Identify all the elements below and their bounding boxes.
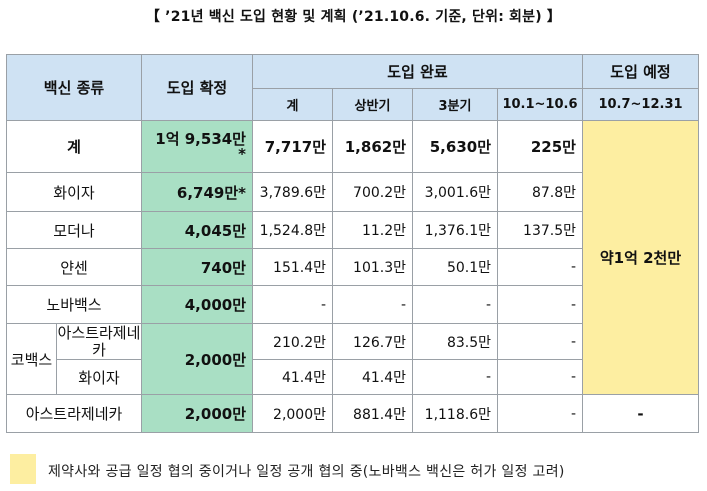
- covax-pf-oct: -: [497, 359, 583, 395]
- novavax-q3: -: [412, 285, 498, 324]
- header-sub-h1: 상반기: [332, 88, 413, 121]
- novavax-oct: -: [497, 285, 583, 324]
- row-name-pfizer: 화이자: [6, 172, 142, 212]
- astrazeneca-total: 2,000만: [252, 394, 333, 433]
- header-planned: 도입 예정: [582, 54, 699, 89]
- pfizer-oct: 87.8만: [497, 172, 583, 212]
- row-name-covax-pfizer: 화이자: [56, 359, 142, 395]
- pfizer-total: 3,789.6만: [252, 172, 333, 212]
- table-row-astrazeneca: 아스트라제네카 2,000만 2,000만 881.4만 1,118.6만 - …: [6, 394, 699, 433]
- row-name-total: 계: [6, 120, 142, 173]
- novavax-total: -: [252, 285, 333, 324]
- covax-az-oct: -: [497, 323, 583, 360]
- moderna-h1: 11.2만: [332, 211, 413, 249]
- janssen-q3: 50.1만: [412, 248, 498, 286]
- total-sum: 7,717만: [252, 120, 333, 173]
- header-sub-planned: 10.7~12.31: [582, 88, 699, 121]
- header-sub-q3: 3분기: [412, 88, 498, 121]
- header-completed: 도입 완료: [252, 54, 583, 89]
- row-name-moderna: 모더나: [6, 211, 142, 249]
- table-row-covax-az: 코백스 아스트라제네카 2,000만 210.2만 126.7만 83.5만 -: [6, 323, 699, 395]
- novavax-h1: -: [332, 285, 413, 324]
- header-row-2: 계 상반기 3분기 10.1~10.6 10.7~12.31: [7, 88, 699, 121]
- covax-pf-h1: 41.4만: [332, 359, 413, 395]
- confirmed-total-note: *: [238, 144, 246, 163]
- astrazeneca-q3: 1,118.6만: [412, 394, 498, 433]
- confirmed-total-value: 1억 9,534만: [155, 129, 246, 148]
- confirmed-novavax: 4,000만: [141, 285, 253, 324]
- pfizer-q3: 3,001.6만: [412, 172, 498, 212]
- confirmed-pfizer: 6,749만*: [141, 172, 253, 212]
- confirmed-astrazeneca: 2,000만: [141, 394, 253, 433]
- janssen-oct: -: [497, 248, 583, 286]
- covax-az-total: 210.2만: [252, 323, 333, 360]
- row-name-janssen: 얀센: [6, 248, 142, 286]
- astrazeneca-oct: -: [497, 394, 583, 433]
- header-sub-total: 계: [252, 88, 333, 121]
- astrazeneca-h1: 881.4만: [332, 394, 413, 433]
- confirmed-janssen: 740만: [141, 248, 253, 286]
- header-confirmed: 도입 확정: [141, 54, 253, 121]
- janssen-total: 151.4만: [252, 248, 333, 286]
- header-sub-oct: 10.1~10.6: [497, 88, 583, 121]
- row-name-novavax: 노바백스: [6, 285, 142, 324]
- table-row-novavax: 노바백스 4,000만 - - - -: [6, 285, 699, 324]
- moderna-total: 1,524.8만: [252, 211, 333, 249]
- vaccine-table: 백신 종류 도입 확정 도입 완료 도입 예정 계 상반기 3분기 10.1~1…: [6, 54, 699, 433]
- janssen-h1: 101.3만: [332, 248, 413, 286]
- legend-text: 제약사와 공급 일정 협의 중이거나 일정 공개 협의 중(노바백스 백신은 허…: [48, 464, 565, 480]
- confirmed-moderna: 4,045만: [141, 211, 253, 249]
- header-vaccine-type: 백신 종류: [6, 54, 142, 121]
- covax-az-q3: 83.5만: [412, 323, 498, 360]
- astrazeneca-planned: -: [582, 394, 699, 433]
- total-q3: 5,630만: [412, 120, 498, 173]
- planned-merged-cell: 약1억 2천만: [582, 120, 699, 395]
- covax-pf-total: 41.4만: [252, 359, 333, 395]
- moderna-oct: 137.5만: [497, 211, 583, 249]
- pfizer-h1: 700.2만: [332, 172, 413, 212]
- total-oct: 225만: [497, 120, 583, 173]
- moderna-q3: 1,376.1만: [412, 211, 498, 249]
- row-name-astrazeneca: 아스트라제네카: [6, 394, 142, 433]
- legend-swatch: [10, 454, 36, 484]
- confirmed-total: 1억 9,534만 *: [141, 120, 253, 173]
- row-name-covax-az: 아스트라제네카: [56, 323, 142, 360]
- covax-az-h1: 126.7만: [332, 323, 413, 360]
- confirmed-covax: 2,000만: [141, 323, 253, 395]
- total-h1: 1,862만: [332, 120, 413, 173]
- page-title: 【 ’21년 백신 도입 현황 및 계획 (’21.10.6. 기준, 단위: …: [145, 9, 562, 25]
- covax-pf-q3: -: [412, 359, 498, 395]
- row-name-covax: 코백스: [6, 323, 57, 395]
- header-row-1: 백신 종류 도입 확정 도입 완료 도입 예정: [6, 54, 699, 121]
- table-row-pfizer: 화이자 6,749만* 3,789.6만 700.2만 3,001.6만 87.…: [6, 172, 699, 212]
- table-row-janssen: 얀센 740만 151.4만 101.3만 50.1만 -: [6, 248, 699, 286]
- table-row-total: 계 1억 9,534만 * 7,717만 1,862만 5,630만 225만 …: [6, 120, 699, 395]
